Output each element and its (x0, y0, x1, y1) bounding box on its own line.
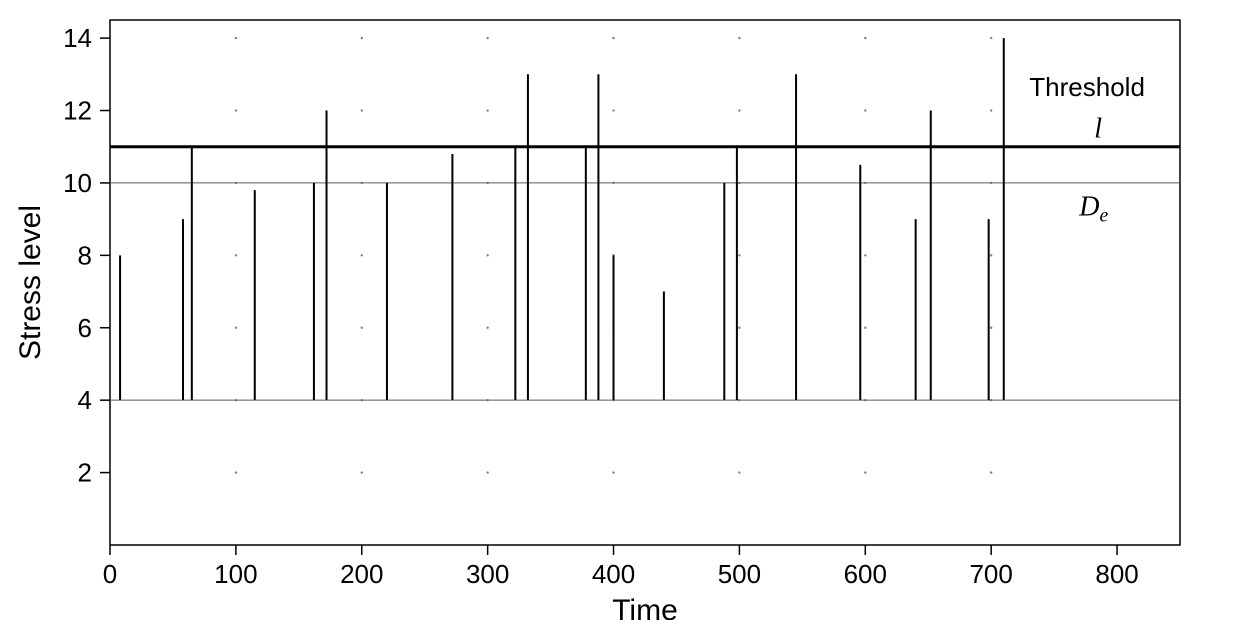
grid-dot (486, 254, 488, 256)
grid-dot (235, 254, 237, 256)
y-tick-label: 14 (63, 23, 92, 53)
grid-dot (361, 471, 363, 473)
y-tick-label: 4 (78, 385, 92, 415)
grid-dot (990, 109, 992, 111)
grid-dot (738, 327, 740, 329)
grid-dot (361, 327, 363, 329)
grid-dot (235, 37, 237, 39)
x-tick-label: 600 (844, 559, 887, 589)
grid-dot (486, 327, 488, 329)
y-tick-label: 6 (78, 313, 92, 343)
y-tick-label: 12 (63, 96, 92, 126)
x-tick-label: 800 (1095, 559, 1138, 589)
x-tick-label: 400 (592, 559, 635, 589)
grid-dot (235, 471, 237, 473)
x-tick-label: 0 (103, 559, 117, 589)
grid-dot (612, 109, 614, 111)
stress-chart: 0 100 200 300 400 500 600 700 800 2 4 6 8 10 12 14 Time S… (0, 0, 1240, 620)
x-axis-label: Time (612, 594, 678, 620)
grid-dot (990, 37, 992, 39)
grid-dot (235, 109, 237, 111)
grid-dot (235, 327, 237, 329)
y-axis-label: Stress level (14, 205, 47, 360)
grid-dot (738, 109, 740, 111)
grid-dot (486, 471, 488, 473)
y-tick-label: 2 (78, 458, 92, 488)
y-tick-label: 8 (78, 240, 92, 270)
grid-dot (864, 471, 866, 473)
de-label: De (1078, 192, 1108, 227)
grid-dot (738, 471, 740, 473)
grid-dot (864, 327, 866, 329)
grid-dot (612, 37, 614, 39)
y-tick-label: 10 (63, 168, 92, 198)
grid-dot (864, 254, 866, 256)
grid-dot (486, 109, 488, 111)
grid-dot (990, 327, 992, 329)
grid-dot (361, 109, 363, 111)
x-tick-label: 700 (969, 559, 1012, 589)
plot-border (110, 20, 1180, 545)
l-label: l (1094, 114, 1102, 145)
grid-dot (361, 37, 363, 39)
chart-container: 0 100 200 300 400 500 600 700 800 2 4 6 8 10 12 14 Time S… (0, 0, 1240, 620)
grid-dot (612, 471, 614, 473)
grid-dot (738, 37, 740, 39)
grid-dot (361, 254, 363, 256)
x-tick-label: 300 (466, 559, 509, 589)
grid-dot (990, 471, 992, 473)
grid-dot (738, 254, 740, 256)
x-tick-label: 100 (214, 559, 257, 589)
grid-dot (864, 109, 866, 111)
x-tick-label: 500 (718, 559, 761, 589)
grid-dot (486, 37, 488, 39)
grid-dot (990, 254, 992, 256)
threshold-label: Threshold (1029, 72, 1145, 102)
x-tick-label: 200 (340, 559, 383, 589)
grid-dot (864, 37, 866, 39)
